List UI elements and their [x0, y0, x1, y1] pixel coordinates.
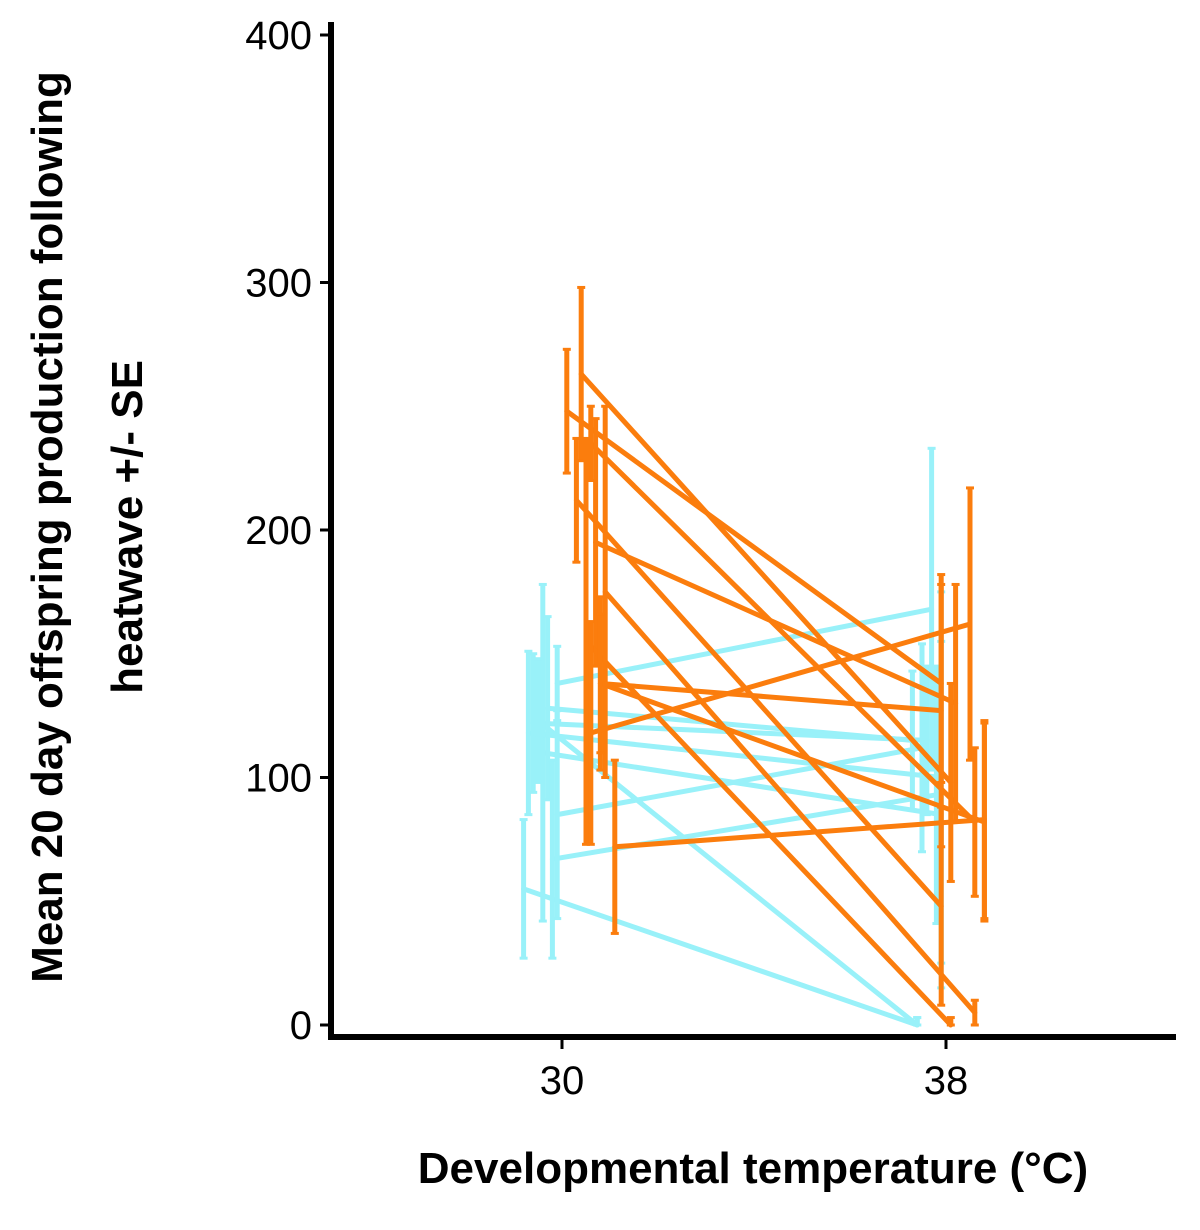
series-cyan-7 — [553, 446, 936, 772]
series-line — [521, 886, 920, 1028]
plot-lines — [519, 285, 989, 1028]
axes — [328, 22, 1176, 1040]
y-axis-title-line2: heatwave +/- SE — [103, 360, 152, 694]
series-line — [597, 680, 987, 825]
series-line — [564, 408, 944, 686]
series-line — [554, 606, 935, 686]
series-line — [593, 539, 959, 706]
x-axis-title: Developmental temperature (°C) — [418, 1144, 1088, 1193]
y-tick-label: 0 — [290, 1004, 312, 1048]
series-line — [545, 705, 915, 743]
series-orange-9 — [586, 486, 974, 846]
series-orange-1 — [577, 285, 955, 883]
series-cyan-0 — [519, 818, 922, 1028]
y-axis-title-line1: Mean 20 day offspring production followi… — [23, 71, 72, 983]
series-line — [554, 745, 925, 818]
y-tick-label: 400 — [245, 14, 312, 58]
series-orange-10 — [610, 719, 989, 935]
y-ticks: 0 100 200 300 400 — [245, 14, 331, 1048]
series-orange-6 — [601, 404, 979, 1027]
x-ticks: 30 38 — [540, 1037, 969, 1103]
y-tick-label: 300 — [245, 262, 312, 306]
y-tick-label: 200 — [245, 509, 312, 553]
x-tick-label: 38 — [924, 1059, 969, 1103]
series-line — [588, 440, 978, 825]
series-line — [602, 589, 978, 1016]
series-line — [588, 621, 973, 736]
series-line — [597, 680, 944, 714]
series-line — [578, 371, 954, 785]
series-line — [535, 718, 920, 1028]
y-tick-label: 100 — [245, 757, 312, 801]
x-tick-label: 30 — [540, 1059, 585, 1103]
series-line — [573, 497, 944, 909]
series-orange-4 — [591, 417, 960, 824]
series-line — [525, 730, 944, 780]
series-line — [612, 817, 987, 850]
